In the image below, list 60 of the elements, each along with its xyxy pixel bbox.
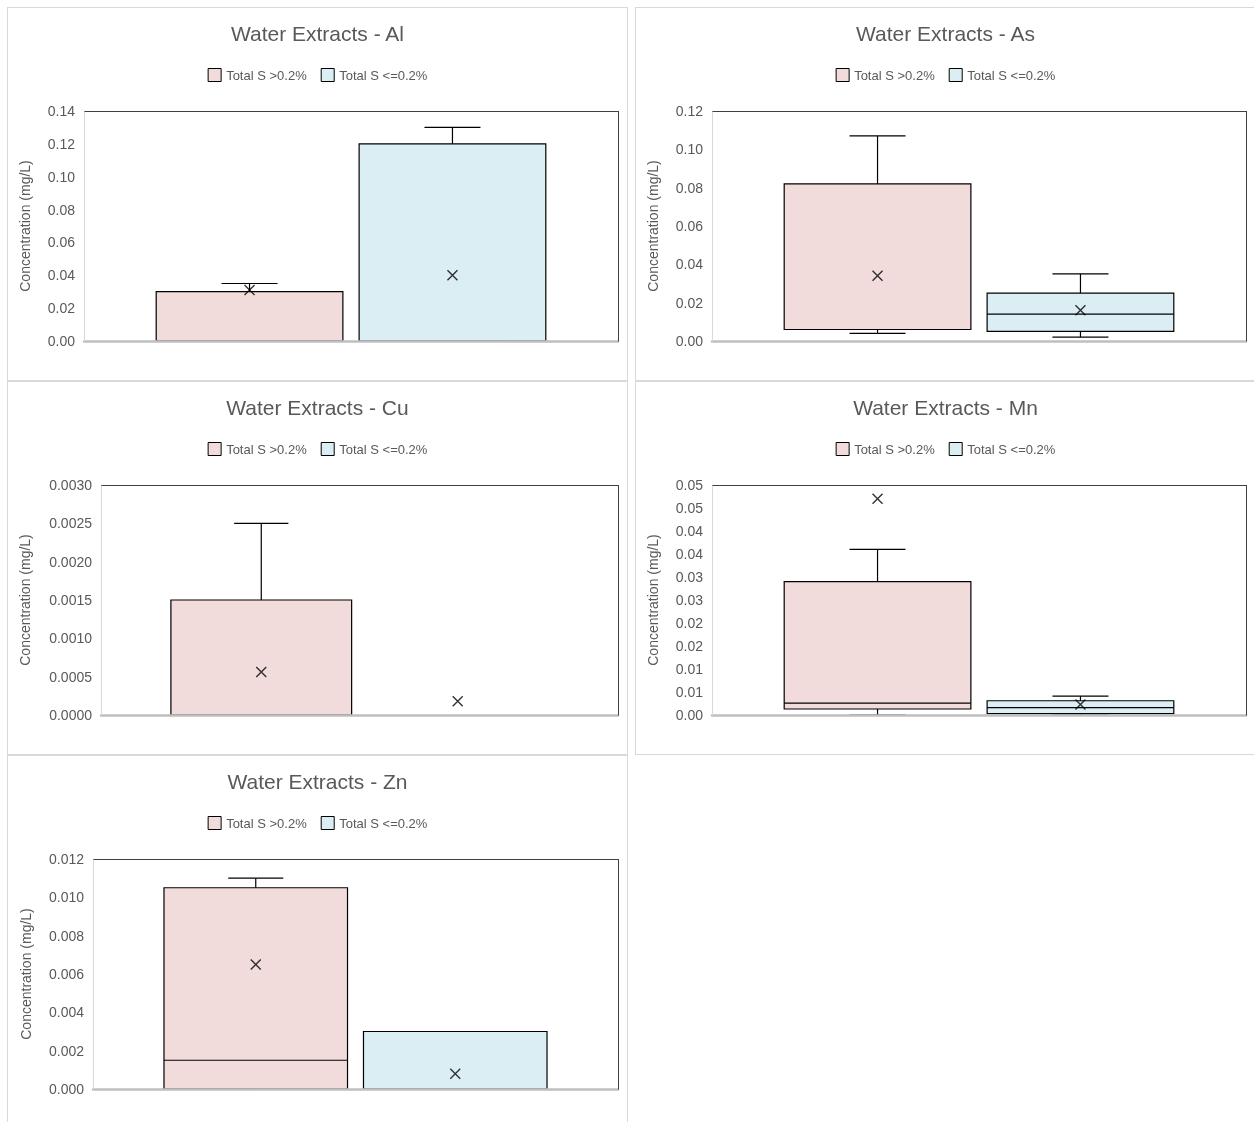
chart-title: Water Extracts - Zn [227, 770, 408, 793]
y-axis-title: Concentration (mg/L) [17, 160, 33, 292]
y-tick-label: 0.10 [675, 141, 704, 158]
y-tick-label: 0.03 [675, 569, 704, 585]
y-tick-label: 0.04 [675, 256, 704, 273]
legend-label: Total S <=0.2% [339, 815, 428, 831]
y-tick-label: 0.004 [48, 1004, 85, 1021]
y-axis-title: Concentration (mg/L) [645, 160, 661, 292]
y-tick-label: 0.008 [48, 927, 85, 944]
y-tick-label: 0.02 [675, 294, 704, 311]
y-tick-label: 0.00 [675, 707, 704, 723]
y-tick-label: 0.00 [47, 333, 76, 349]
y-tick-label: 0.06 [47, 234, 76, 251]
y-tick-label: 0.05 [675, 477, 704, 493]
y-tick-label: 0.04 [47, 267, 76, 284]
y-tick-label: 0.08 [47, 201, 76, 218]
legend-label: Total S >0.2% [854, 67, 936, 83]
y-tick-label: 0.06 [675, 218, 704, 234]
legend-label: Total S >0.2% [226, 67, 308, 83]
y-tick-label: 0.010 [48, 889, 85, 906]
legend-label: Total S <=0.2% [339, 67, 428, 83]
y-tick-label: 0.0005 [49, 668, 93, 685]
y-tick-label: 0.04 [675, 523, 704, 539]
y-tick-label: 0.05 [675, 500, 704, 516]
y-axis-title: Concentration (mg/L) [645, 534, 661, 666]
y-tick-label: 0.012 [48, 851, 85, 867]
y-tick-label: 0.12 [47, 135, 76, 152]
legend-label: Total S >0.2% [854, 441, 936, 457]
y-tick-label: 0.00 [675, 333, 704, 349]
y-tick-label: 0.08 [675, 179, 704, 196]
y-tick-label: 0.01 [675, 684, 704, 700]
y-tick-label: 0.0015 [49, 592, 93, 608]
y-tick-label: 0.000 [48, 1081, 85, 1097]
y-tick-label: 0.02 [675, 615, 704, 631]
chart-title: Water Extracts - Mn [853, 396, 1038, 419]
y-tick-label: 0.04 [675, 546, 704, 562]
y-tick-label: 0.0020 [49, 553, 93, 570]
legend-label: Total S <=0.2% [339, 441, 428, 457]
chart-title: Water Extracts - Al [230, 22, 405, 45]
chart-title: Water Extracts - Cu [226, 396, 409, 419]
y-tick-label: 0.002 [48, 1042, 85, 1059]
legend-label: Total S >0.2% [226, 441, 308, 457]
y-axis-title: Concentration (mg/L) [17, 534, 33, 666]
y-tick-label: 0.02 [675, 638, 704, 654]
y-tick-label: 0.006 [48, 966, 85, 982]
y-tick-label: 0.10 [47, 168, 76, 185]
legend-label: Total S <=0.2% [967, 67, 1056, 83]
y-tick-label: 0.01 [675, 661, 704, 677]
chart-title: Water Extracts - As [856, 22, 1035, 45]
legend-label: Total S >0.2% [226, 815, 308, 831]
legend-label: Total S <=0.2% [967, 441, 1056, 457]
y-tick-label: 0.0025 [49, 515, 93, 532]
y-tick-label: 0.03 [675, 592, 704, 608]
y-tick-label: 0.0010 [49, 630, 93, 647]
y-axis-title: Concentration (mg/L) [17, 908, 34, 1040]
y-tick-label: 0.0030 [49, 477, 93, 493]
y-tick-label: 0.12 [675, 103, 704, 119]
y-tick-label: 0.0000 [49, 707, 93, 723]
y-tick-label: 0.14 [47, 103, 76, 119]
y-tick-label: 0.02 [47, 300, 76, 317]
